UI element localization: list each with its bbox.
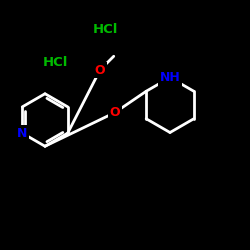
Text: O: O xyxy=(110,106,120,119)
Text: HCl: HCl xyxy=(92,24,118,36)
Text: O: O xyxy=(95,64,105,76)
Text: NH: NH xyxy=(160,71,180,84)
Text: N: N xyxy=(17,126,28,140)
Text: HCl: HCl xyxy=(42,56,68,69)
